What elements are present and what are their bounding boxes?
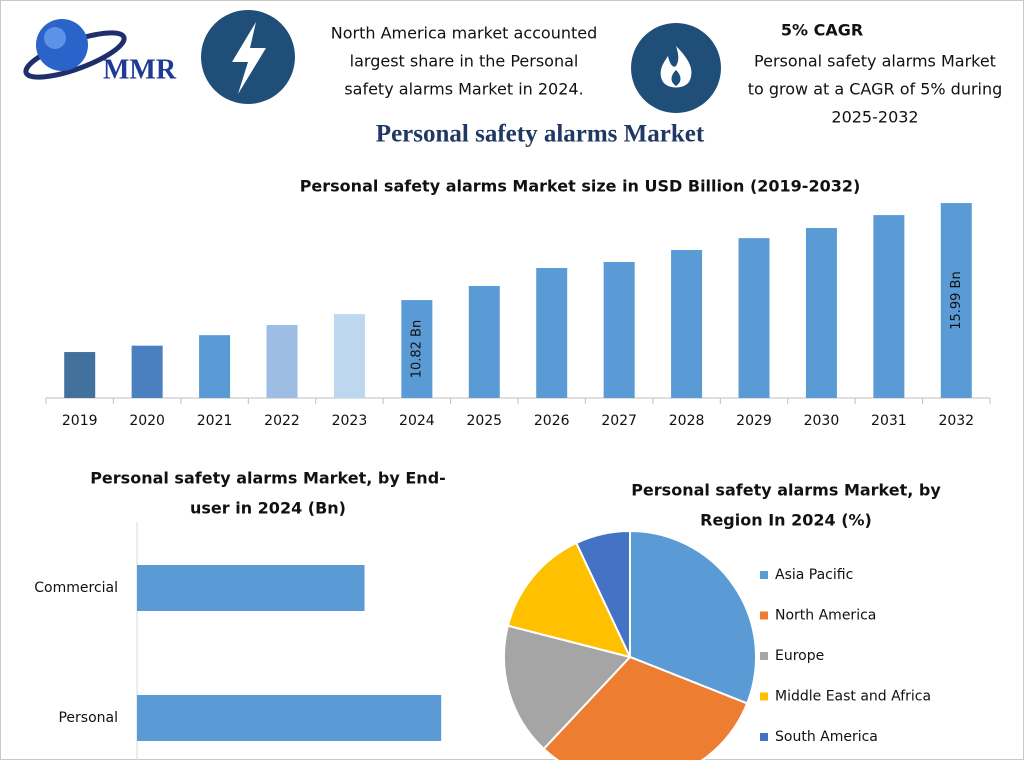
x-tick-label: 2032 [938,413,974,429]
bar [137,695,442,741]
y-tick-label: Commercial [34,580,118,596]
x-tick-label: 2027 [601,413,637,429]
legend-swatch [760,571,768,579]
highlight-text: safety alarms Market in 2024. [344,80,583,99]
chart-title: Personal safety alarms Market size in US… [300,177,861,196]
bar [603,261,635,398]
bar [266,325,298,398]
bar [199,335,231,398]
legend-swatch [760,733,768,741]
highlight-text: 2025-2032 [831,108,918,127]
x-tick-label: 2029 [736,413,772,429]
legend-label: Europe [775,648,824,664]
legend-label: Asia Pacific [775,567,853,583]
chart-title: Personal safety alarms Market, by [631,481,941,500]
bar [137,565,365,611]
pie-slice [575,529,631,658]
bar [536,267,568,398]
bar [64,352,96,398]
legend-swatch [760,611,768,620]
legend-label: North America [775,608,876,624]
legend-label: South America [775,729,878,745]
flame-icon [631,23,721,113]
data-label: 10.82 Bn [409,320,424,379]
legend-swatch [760,652,768,660]
x-tick-label: 2022 [264,413,300,429]
x-tick-label: 2024 [399,413,435,429]
y-tick-label: Personal [58,710,118,726]
bar [333,314,365,398]
x-tick-label: 2028 [669,413,705,429]
pie-slice [506,541,632,659]
x-tick-label: 2025 [466,413,502,429]
pie-slice [629,529,757,705]
legend-label: Middle East and Africa [775,689,931,705]
x-tick-label: 2031 [871,413,907,429]
bar [468,285,500,398]
x-tick-label: 2020 [129,413,165,429]
data-label: 15.99 Bn [949,271,964,330]
x-tick-label: 2019 [62,413,98,429]
main-title: Personal safety alarms Market [376,121,705,148]
x-tick-label: 2021 [197,413,233,429]
bar [805,228,837,398]
highlight-text: Personal safety alarms Market [754,52,996,71]
x-tick-label: 2030 [804,413,840,429]
legend-swatch [760,692,768,701]
chart-title: Personal safety alarms Market, by End- [90,469,446,488]
x-tick-label: 2023 [332,413,368,429]
bar [131,345,163,398]
logo-text: MMR [103,54,177,85]
bar [671,249,703,398]
pie-slice [542,655,749,760]
pie-slice [503,624,632,751]
bolt-icon [201,10,295,104]
chart-title: Region In 2024 (%) [700,511,872,530]
highlight-heading: 5% CAGR [781,21,863,40]
bar [940,203,972,398]
bar [738,238,770,398]
chart-title: user in 2024 (Bn) [190,499,346,518]
x-tick-label: 2026 [534,413,570,429]
highlight-text: North America market accounted [331,24,598,43]
bar [873,215,905,398]
highlight-text: largest share in the Personal [350,52,579,71]
highlight-text: to grow at a CAGR of 5% during [748,80,1003,99]
bar [401,300,433,398]
logo: MMR [23,19,177,85]
